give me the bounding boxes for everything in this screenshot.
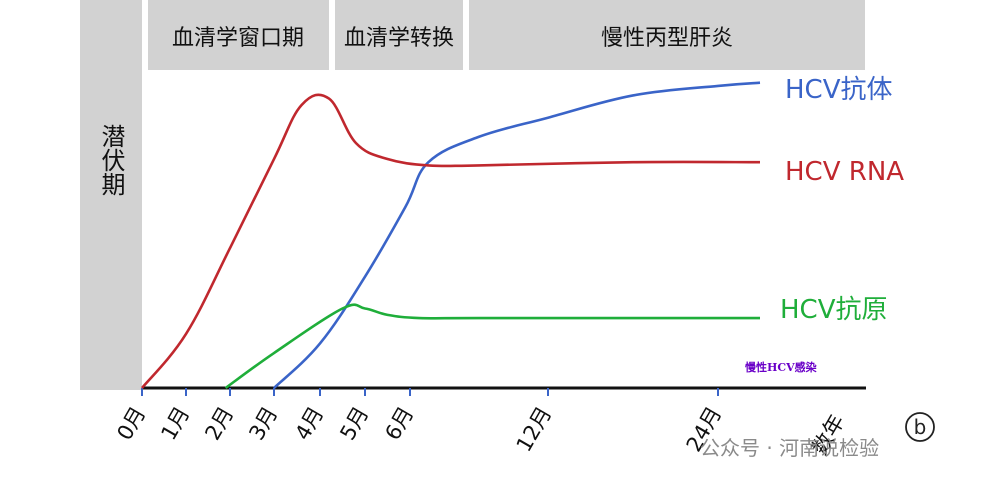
series-label: HCV抗体 xyxy=(785,75,893,105)
phase-seroconversion-label: 血清学转换 xyxy=(344,26,454,51)
annotation-note: 慢性HCV感染 xyxy=(745,360,818,374)
phase-window-band xyxy=(148,0,329,70)
x-tick-label: 4月 xyxy=(290,403,328,445)
x-tick-label: 2月 xyxy=(200,403,238,445)
panel-badge-text: b xyxy=(914,415,927,439)
phase-window-label: 血清学窗口期 xyxy=(172,26,304,51)
x-tick-label: 12月 xyxy=(512,403,557,456)
phase-seroconversion-band xyxy=(335,0,463,70)
series-lines xyxy=(140,81,761,390)
phase-chronic-band xyxy=(469,0,865,70)
phase-header: 血清学窗口期 血清学转换 慢性丙型肝炎 潜伏期 xyxy=(80,0,865,390)
series-label: HCV抗原 xyxy=(780,295,888,325)
watermark-text: 公众号 · 河南说检验 xyxy=(700,436,879,460)
phase-chronic-label: 慢性丙型肝炎 xyxy=(601,26,733,51)
series-label: HCV RNA xyxy=(785,157,904,187)
incubation-band xyxy=(80,0,142,390)
incubation-label: 潜伏期 xyxy=(97,124,125,196)
x-tick-label: 6月 xyxy=(380,403,418,445)
incubation-label-text: 潜伏期 xyxy=(97,124,125,196)
series-line-hcv-antibody xyxy=(273,81,761,389)
panel-badge-circle xyxy=(905,412,935,442)
panel-badge: b xyxy=(905,412,935,442)
series-line-hcv-rna xyxy=(140,93,761,389)
series-labels: HCV抗体 HCV RNA HCV抗原 xyxy=(780,75,904,325)
x-tick-label: 5月 xyxy=(335,403,373,445)
series-line-hcv-antigen xyxy=(224,303,760,390)
x-tick-label: 0月 xyxy=(112,403,150,445)
x-tick-label: 1月 xyxy=(156,403,194,445)
x-tick-label: 3月 xyxy=(244,403,282,445)
